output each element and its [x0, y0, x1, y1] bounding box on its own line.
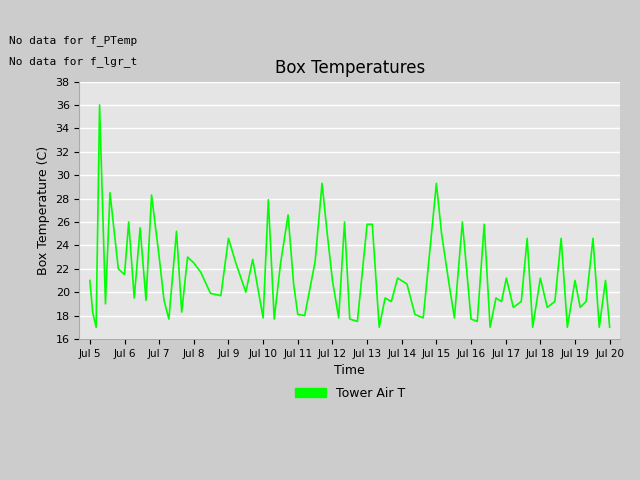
Y-axis label: Box Temperature (C): Box Temperature (C): [37, 146, 50, 275]
X-axis label: Time: Time: [334, 364, 365, 377]
Text: No data for f_lgr_t: No data for f_lgr_t: [9, 56, 138, 67]
Text: SI_met: SI_met: [0, 479, 1, 480]
Legend: Tower Air T: Tower Air T: [289, 382, 410, 405]
Text: No data for f_PTemp: No data for f_PTemp: [9, 35, 138, 46]
Title: Box Temperatures: Box Temperatures: [275, 59, 425, 77]
